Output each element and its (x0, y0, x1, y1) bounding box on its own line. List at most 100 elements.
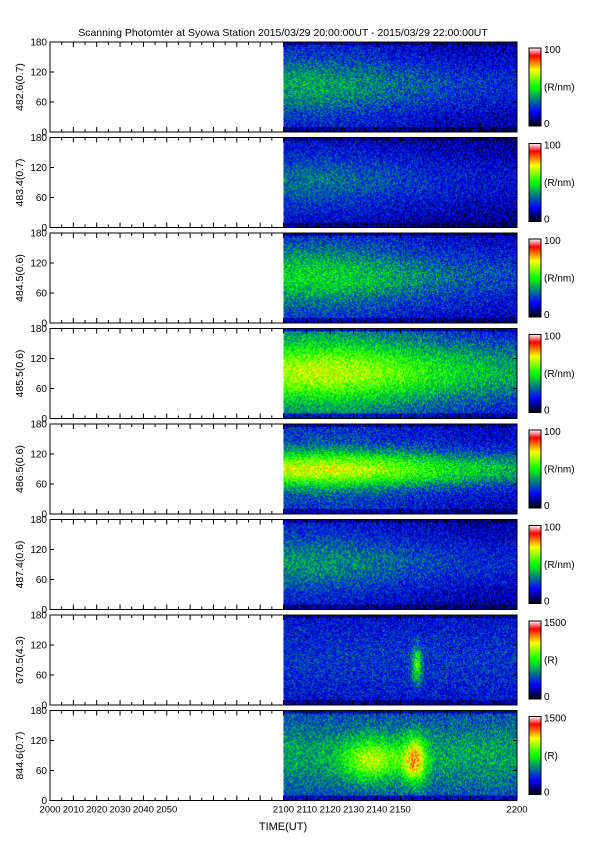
heatmap-image (283, 424, 517, 514)
heatmap-image (283, 137, 517, 228)
colorbar-max-label: 100 (544, 332, 561, 343)
y-tick-label: 180 (30, 229, 47, 240)
x-axis: 2000 2010 2020 2030 2040 2050 2100 2110 2120 2130… (39, 805, 527, 816)
y-tick-label: 0 (41, 319, 47, 330)
x-tick-label: 2140 (366, 805, 387, 816)
panels: 0 60 120 180 482.6(0.7) 100 (R/nm) 0 0 60 120 180 48… (14, 38, 575, 808)
panel: 0 60 120 180 485.5(0.6) 100 (R/nm) 0 (14, 324, 575, 425)
y-tick-label: 60 (36, 98, 48, 109)
colorbar-min-label: 0 (544, 597, 550, 608)
y-tick-label: 180 (30, 324, 47, 335)
y-tick-label: 120 (30, 641, 47, 652)
panel-ylabel: 670.5(4.3) (14, 636, 26, 684)
panel: 0 60 120 180 844.6(0.7) 1500 (R) 0 (14, 706, 567, 807)
y-tick-label: 0 (41, 128, 47, 139)
y-tick-label: 180 (30, 706, 47, 717)
colorbar-max-label: 100 (544, 141, 561, 152)
panel-ylabel: 844.6(0.7) (14, 732, 26, 780)
colorbar-unit-label: (R/nm) (544, 560, 575, 571)
colorbar-max-label: 100 (544, 236, 561, 247)
colorbar (528, 429, 542, 509)
panel: 0 60 120 180 486.5(0.6) 100 (R/nm) 0 (14, 420, 575, 521)
panel-ylabel: 486.5(0.6) (14, 445, 26, 493)
colorbar-unit-label: (R/nm) (544, 274, 575, 285)
heatmap-image (283, 519, 517, 610)
colorbar-min-label: 0 (544, 692, 550, 703)
x-tick-label: 2050 (156, 805, 177, 816)
y-tick-label: 60 (36, 193, 48, 204)
y-tick-label: 0 (41, 701, 47, 712)
y-tick-label: 180 (30, 420, 47, 431)
x-tick-label: 2130 (343, 805, 364, 816)
y-tick-label: 60 (36, 575, 48, 586)
heatmap-image (283, 615, 517, 705)
colorbar-unit-label: (R/nm) (544, 465, 575, 476)
y-tick-label: 60 (36, 289, 48, 300)
colorbar (528, 716, 542, 795)
colorbar-unit-label: (R) (544, 656, 558, 667)
y-tick-label: 180 (30, 38, 47, 49)
colorbar (528, 238, 542, 318)
panel-ylabel: 482.6(0.7) (14, 63, 26, 111)
colorbar-min-label: 0 (544, 119, 550, 130)
y-tick-label: 0 (41, 414, 47, 425)
colorbar (528, 143, 542, 222)
y-tick-label: 60 (36, 671, 48, 682)
heatmap-image (283, 710, 517, 801)
colorbar-max-label: 1500 (544, 618, 567, 629)
panel: 0 60 120 180 484.5(0.6) 100 (R/nm) 0 (14, 229, 575, 330)
colorbar-min-label: 0 (544, 788, 550, 799)
panel-ylabel: 483.4(0.7) (14, 159, 26, 207)
y-tick-label: 180 (30, 133, 47, 144)
x-tick-label: 2150 (390, 805, 411, 816)
colorbar-max-label: 100 (544, 427, 561, 438)
panel: 0 60 120 180 482.6(0.7) 100 (R/nm) 0 (14, 38, 575, 139)
colorbar-unit-label: (R/nm) (544, 83, 575, 94)
panel: 0 60 120 180 483.4(0.7) 100 (R/nm) 0 (14, 133, 575, 234)
x-tick-label: 2040 (133, 805, 154, 816)
x-axis-label: TIME(UT) (259, 821, 307, 833)
y-tick-label: 180 (30, 515, 47, 526)
y-tick-label: 120 (30, 68, 47, 79)
colorbar-unit-label: (R/nm) (544, 178, 575, 189)
x-tick-label: 2030 (109, 805, 130, 816)
heatmap-image (283, 328, 517, 419)
colorbar (528, 525, 542, 604)
y-tick-label: 120 (30, 545, 47, 556)
y-tick-label: 60 (36, 480, 48, 491)
panel-ylabel: 485.5(0.6) (14, 350, 26, 398)
x-tick-label: 2100 (273, 805, 294, 816)
x-tick-label: 2120 (320, 805, 341, 816)
x-tick-label: 2110 (297, 805, 317, 816)
y-tick-label: 120 (30, 163, 47, 174)
y-tick-label: 0 (41, 510, 47, 521)
colorbar (528, 47, 542, 127)
colorbar-unit-label: (R/nm) (544, 369, 575, 380)
colorbar-max-label: 100 (544, 523, 561, 534)
y-tick-label: 120 (30, 450, 47, 461)
y-tick-label: 180 (30, 611, 47, 622)
panel: 0 60 120 180 670.5(4.3) 1500 (R) 0 (14, 611, 567, 712)
y-tick-label: 120 (30, 354, 47, 365)
panel-ylabel: 487.4(0.6) (14, 541, 26, 589)
x-tick-label: 2010 (63, 805, 84, 816)
y-tick-label: 120 (30, 736, 47, 747)
x-tick-label: 2020 (86, 805, 107, 816)
y-tick-label: 0 (41, 605, 47, 616)
colorbar-max-label: 1500 (544, 714, 567, 725)
colorbar-min-label: 0 (544, 310, 550, 321)
colorbar-unit-label: (R) (544, 751, 558, 762)
heatmap-image (283, 233, 517, 323)
y-tick-label: 60 (36, 384, 48, 395)
colorbar (528, 620, 542, 700)
colorbar-max-label: 100 (544, 45, 561, 56)
colorbar-min-label: 0 (544, 501, 550, 512)
heatmap-image (283, 42, 517, 132)
x-tick-label: 2200 (506, 805, 527, 816)
chart-title: Scanning Photomter at Syowa Station 2015… (78, 27, 488, 39)
panel: 0 60 120 180 487.4(0.6) 100 (R/nm) 0 (14, 515, 575, 616)
colorbar (528, 334, 542, 413)
panel-ylabel: 484.5(0.6) (14, 254, 26, 302)
colorbar-min-label: 0 (544, 215, 550, 226)
